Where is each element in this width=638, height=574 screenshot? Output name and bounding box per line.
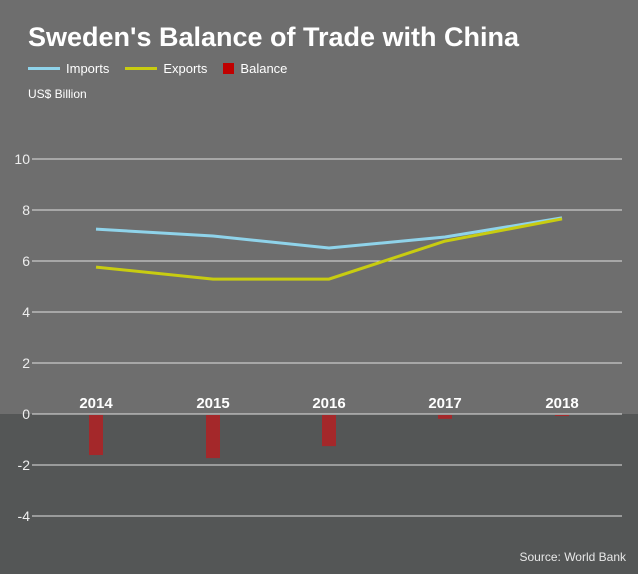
y-tick-label: 8 [22, 202, 30, 218]
legend-swatch-imports [28, 67, 60, 70]
negative-region [0, 414, 638, 574]
x-tick-label: 2018 [545, 395, 578, 412]
y-tick-label: 6 [22, 253, 30, 269]
exports-line [95, 217, 563, 281]
source-note: Source: World Bank [519, 550, 627, 564]
y-tick-label: 2 [22, 355, 30, 371]
imports-line [95, 216, 563, 250]
legend-label-imports: Imports [66, 61, 110, 76]
legend-swatch-balance [223, 63, 235, 74]
balance-bar [89, 415, 103, 456]
x-tick-label: 2017 [428, 395, 461, 412]
x-tick-label: 2015 [196, 395, 229, 412]
legend-label-balance: Balance [240, 61, 288, 76]
balance-bar [322, 415, 336, 447]
chart-title: Sweden's Balance of Trade with China [28, 22, 520, 52]
y-tick-label: 4 [22, 304, 30, 320]
y-tick-label: -2 [18, 457, 31, 473]
y-tick-label: 10 [14, 151, 30, 167]
legend-label-exports: Exports [163, 61, 208, 76]
balance-bar [206, 415, 220, 459]
legend-swatch-exports [125, 67, 158, 70]
balance-bar [555, 415, 569, 417]
x-tick-label: 2014 [79, 395, 113, 412]
balance-bar [438, 415, 452, 419]
y-axis-label: US$ Billion [28, 87, 87, 101]
y-tick-label: 0 [22, 406, 30, 422]
x-tick-label: 2016 [312, 395, 345, 412]
legend: Imports Exports Balance [28, 61, 287, 76]
y-tick-label: -4 [18, 508, 31, 524]
